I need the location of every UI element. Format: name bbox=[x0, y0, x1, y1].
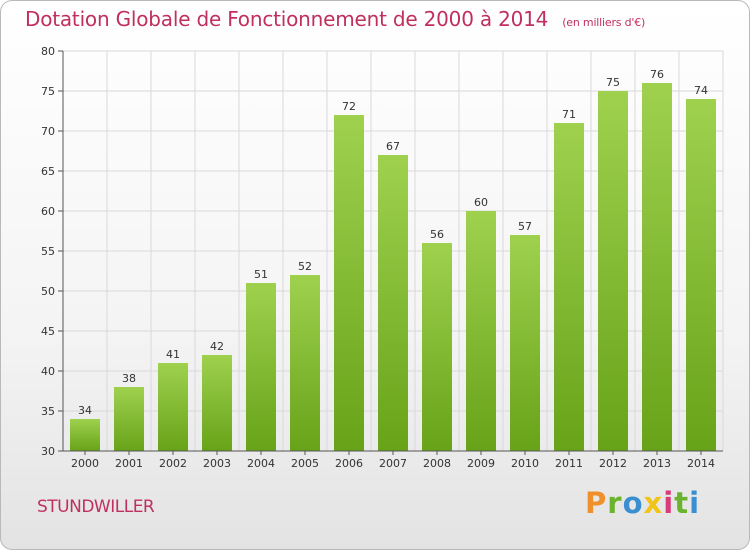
logo-letter: i bbox=[663, 486, 675, 520]
data-label-2005: 52 bbox=[298, 260, 312, 273]
bar-2004[interactable] bbox=[246, 283, 276, 451]
data-label-2001: 38 bbox=[122, 372, 136, 385]
x-tick-label-2006: 2006 bbox=[335, 457, 363, 470]
x-tick-label-2012: 2012 bbox=[599, 457, 627, 470]
y-tick-label: 75 bbox=[41, 85, 55, 98]
y-tick-label: 40 bbox=[41, 365, 55, 378]
bar-2009[interactable] bbox=[466, 211, 496, 451]
x-tick-label-2000: 2000 bbox=[71, 457, 99, 470]
chart-subtitle: (en milliers d'€) bbox=[562, 16, 646, 29]
bar-2008[interactable] bbox=[422, 243, 452, 451]
bar-2013[interactable] bbox=[642, 83, 672, 451]
x-tick-label-2011: 2011 bbox=[555, 457, 583, 470]
bar-2011[interactable] bbox=[554, 123, 584, 451]
logo-letter: o bbox=[622, 486, 644, 520]
bar-2007[interactable] bbox=[378, 155, 408, 451]
y-tick-label: 65 bbox=[41, 165, 55, 178]
bar-2014[interactable] bbox=[686, 99, 716, 451]
bars bbox=[70, 83, 716, 451]
bar-2001[interactable] bbox=[114, 387, 144, 451]
x-tick-label-2004: 2004 bbox=[247, 457, 275, 470]
data-label-2002: 41 bbox=[166, 348, 180, 361]
bar-2002[interactable] bbox=[158, 363, 188, 451]
y-tick-label: 30 bbox=[41, 445, 55, 458]
data-label-2000: 34 bbox=[78, 404, 92, 417]
data-label-2008: 56 bbox=[430, 228, 444, 241]
x-tick-label-2008: 2008 bbox=[423, 457, 451, 470]
data-label-2014: 74 bbox=[694, 84, 708, 97]
bar-2012[interactable] bbox=[598, 91, 628, 451]
logo-letter: P bbox=[585, 486, 608, 520]
x-tick-label-2003: 2003 bbox=[203, 457, 231, 470]
bar-2003[interactable] bbox=[202, 355, 232, 451]
logo-letter: t bbox=[674, 486, 690, 520]
logo-letter: x bbox=[643, 486, 664, 520]
x-tick-label-2009: 2009 bbox=[467, 457, 495, 470]
y-tick-label: 35 bbox=[41, 405, 55, 418]
chart-title-text: Dotation Globale de Fonctionnement de 20… bbox=[25, 7, 549, 31]
commune-name: STUNDWILLER bbox=[37, 497, 155, 517]
bar-2010[interactable] bbox=[510, 235, 540, 451]
data-label-2006: 72 bbox=[342, 100, 356, 113]
x-tick-label-2001: 2001 bbox=[115, 457, 143, 470]
y-tick-label: 60 bbox=[41, 205, 55, 218]
data-labels: 34 38 41 42 51 52 72 67 56 60 57 71 75 76 74 bbox=[78, 68, 708, 417]
chart-title: Dotation Globale de Fonctionnement de 20… bbox=[25, 7, 645, 31]
data-label-2012: 75 bbox=[606, 76, 620, 89]
x-tick-label-2014: 2014 bbox=[687, 457, 715, 470]
x-tick-label-2007: 2007 bbox=[379, 457, 407, 470]
data-label-2009: 60 bbox=[474, 196, 488, 209]
data-label-2013: 76 bbox=[650, 68, 664, 81]
x-tick-label-2005: 2005 bbox=[291, 457, 319, 470]
y-tick-label: 55 bbox=[41, 245, 55, 258]
x-tick-label-2013: 2013 bbox=[643, 457, 671, 470]
x-tick-label-2002: 2002 bbox=[159, 457, 187, 470]
bar-2000[interactable] bbox=[70, 419, 100, 451]
data-label-2011: 71 bbox=[562, 108, 576, 121]
y-tick-label: 45 bbox=[41, 325, 55, 338]
logo-letter: r bbox=[607, 486, 623, 520]
data-label-2004: 51 bbox=[254, 268, 268, 281]
y-tick-label: 80 bbox=[41, 45, 55, 58]
axes: 30 35 40 45 50 55 60 65 70 75 80 2000 2001 2002 2003 20… bbox=[41, 45, 723, 470]
y-tick-label: 70 bbox=[41, 125, 55, 138]
logo-letter: i bbox=[689, 486, 701, 520]
proxiti-logo[interactable]: Proxiti bbox=[585, 486, 700, 520]
data-label-2003: 42 bbox=[210, 340, 224, 353]
bar-2005[interactable] bbox=[290, 275, 320, 451]
data-label-2007: 67 bbox=[386, 140, 400, 153]
y-tick-label: 50 bbox=[41, 285, 55, 298]
bar-2006[interactable] bbox=[334, 115, 364, 451]
x-tick-label-2010: 2010 bbox=[511, 457, 539, 470]
data-label-2010: 57 bbox=[518, 220, 532, 233]
